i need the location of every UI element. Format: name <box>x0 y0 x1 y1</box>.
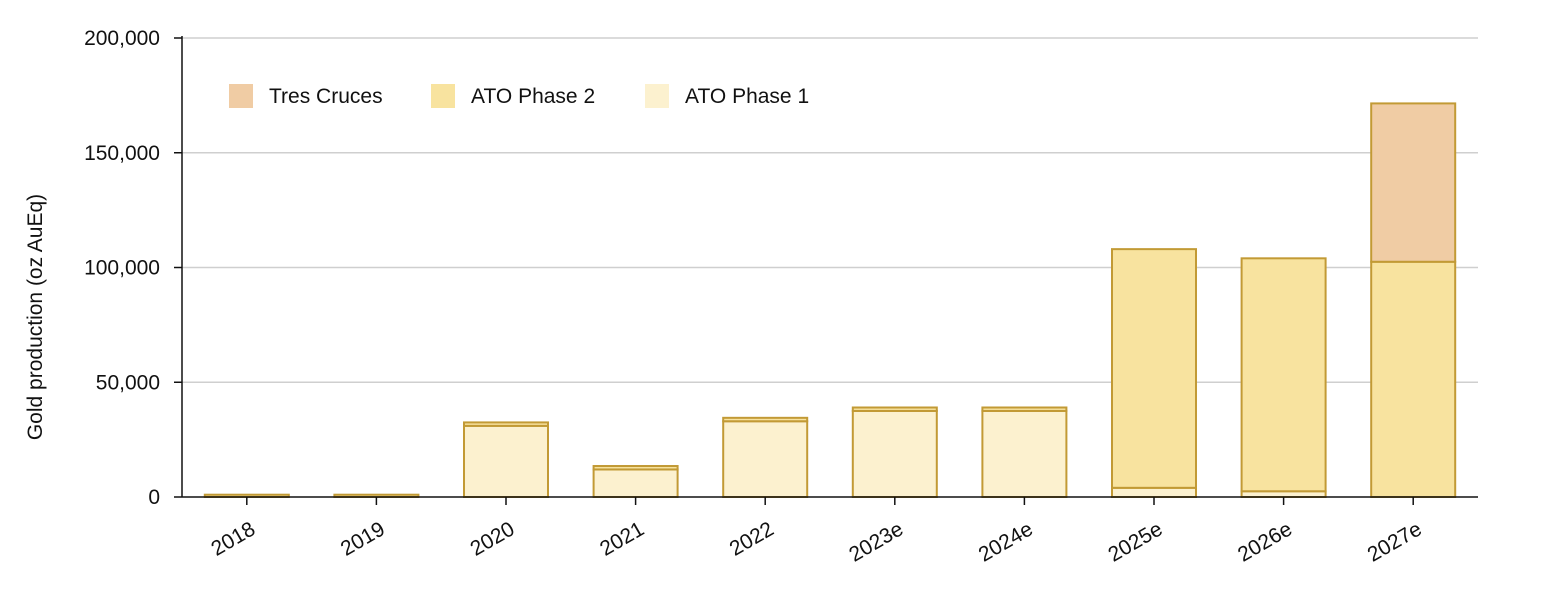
legend-swatch <box>645 84 669 108</box>
x-tick-label: 2022 <box>726 517 778 560</box>
bar-segment <box>851 409 938 498</box>
legend-label: ATO Phase 2 <box>471 85 595 108</box>
x-tick-label: 2020 <box>467 517 519 560</box>
bar-segment <box>463 424 549 499</box>
legend: Tres Cruces ATO Phase 2 ATO Phase 1 <box>229 84 809 108</box>
y-tick-label: 0 <box>148 486 160 509</box>
x-tick-label: 2019 <box>337 517 389 560</box>
x-tick-label: 2025e <box>1104 517 1166 566</box>
bar-segment <box>851 406 938 412</box>
y-axis-title: Gold production (oz AuEq) <box>24 194 47 440</box>
bar-segment <box>981 406 1068 412</box>
x-axis: 2018 2019 2020 2021 2022 2023e 2024e 2025e 2026e… <box>182 496 1478 567</box>
y-tick-label: 150,000 <box>84 142 160 165</box>
x-tick-label: 2018 <box>207 517 259 560</box>
y-tick-label: 100,000 <box>84 257 160 280</box>
bars <box>203 102 1457 499</box>
bar-segment <box>463 421 549 427</box>
bar-segment <box>1111 248 1197 489</box>
bar-segment <box>722 420 809 499</box>
bar-segment <box>981 409 1068 498</box>
bar-segment <box>592 468 679 498</box>
bar-segment <box>1240 257 1327 493</box>
y-tick-label: 200,000 <box>84 27 160 50</box>
bar-segment <box>592 465 679 471</box>
y-tick-label: 50,000 <box>96 371 160 394</box>
legend-swatch <box>229 84 253 108</box>
x-tick-label: 2026e <box>1234 517 1296 566</box>
legend-label: Tres Cruces <box>269 85 383 108</box>
x-tick-label: 2023e <box>845 517 907 566</box>
y-axis: 0 50,000 100,000 150,000 200,000 <box>84 27 183 509</box>
legend-swatch <box>431 84 455 108</box>
bar-segment <box>1111 486 1197 499</box>
bar-segment <box>722 416 809 423</box>
x-tick-label: 2024e <box>975 517 1037 566</box>
legend-label: ATO Phase 1 <box>685 85 809 108</box>
bar-segment <box>1370 260 1457 499</box>
x-tick-label: 2021 <box>596 517 648 560</box>
x-tick-label: 2027e <box>1364 517 1426 566</box>
bar-segment <box>1370 102 1457 263</box>
